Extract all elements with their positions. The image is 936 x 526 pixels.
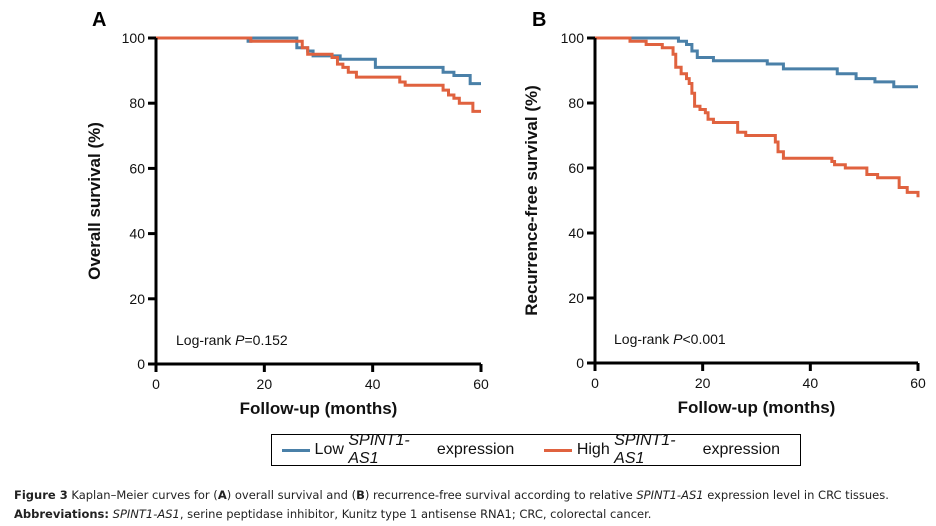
x-axis-label: Follow-up (months)	[678, 398, 836, 417]
y-axis-label: Overall survival (%)	[85, 122, 104, 280]
y-tick-label: 80	[129, 95, 145, 111]
x-tick-label: 40	[803, 375, 819, 391]
y-tick-label: 100	[561, 30, 585, 46]
caption-abbr-gene: SPINT1-AS1	[112, 507, 180, 521]
figure: A 0 20 40 60 80 100 0 20 40 60 Follow-up (months) Ov…	[85, 9, 926, 418]
y-tick-label: 60	[568, 160, 584, 176]
legend-swatch-high	[544, 448, 572, 452]
x-tick-label: 20	[257, 376, 273, 392]
legend: Low SPINT1-AS1 expression High SPINT1-AS…	[271, 432, 801, 468]
survival-curve-high	[595, 36, 920, 198]
caption-text: Kaplan–Meier curves for (	[67, 488, 218, 502]
panel-b: B 0 20 40 60 80 100 0 20 40 60 Follow-up (months) Re…	[522, 9, 926, 417]
x-tick-label: 20	[695, 375, 711, 391]
caption-panel-a: A	[217, 488, 227, 502]
panel-label: A	[92, 9, 106, 31]
logrank-annotation: Log-rank P<0.001	[614, 331, 726, 347]
x-tick-label: 0	[152, 376, 160, 392]
y-tick-label: 100	[122, 30, 146, 46]
panel-a: A 0 20 40 60 80 100 0 20 40 60 Follow-up (months) Ov…	[85, 9, 489, 418]
x-tick-label: 60	[473, 376, 489, 392]
legend-label-low-gene: SPINT1-AS1	[348, 432, 410, 467]
logrank-value: =0.152	[245, 332, 288, 348]
survival-curve-high	[156, 36, 481, 113]
panel-label: B	[532, 9, 546, 31]
legend-item-high: High SPINT1-AS1 expression	[544, 432, 780, 468]
x-axis-label: Follow-up (months)	[240, 399, 398, 418]
x-tick-label: 0	[591, 375, 599, 391]
caption-text: ) overall survival and (	[226, 488, 357, 502]
x-tick-label: 60	[910, 375, 926, 391]
logrank-annotation: Log-rank P=0.152	[176, 332, 288, 348]
logrank-value: <0.001	[683, 331, 726, 347]
logrank-p: P	[673, 331, 683, 347]
caption-text: expression level in CRC tissues.	[703, 488, 889, 502]
legend-label-high-gene: SPINT1-AS1	[614, 432, 676, 467]
y-tick-label: 80	[568, 95, 584, 111]
y-axis-label: Recurrence-free survival (%)	[522, 85, 541, 316]
caption-gene: SPINT1-AS1	[636, 488, 704, 502]
y-tick-label: 0	[576, 355, 584, 371]
legend-label-low-prefix: Low	[314, 441, 349, 458]
legend-item-low: Low SPINT1-AS1 expression	[282, 432, 514, 468]
logrank-prefix: Log-rank	[614, 331, 673, 347]
y-tick-label: 20	[129, 291, 145, 307]
logrank-prefix: Log-rank	[176, 332, 235, 348]
x-tick-label: 40	[365, 376, 381, 392]
caption-text: ) recurrence-free survival according to …	[364, 488, 637, 502]
logrank-p: P	[235, 332, 245, 348]
y-tick-label: 40	[568, 225, 584, 241]
caption-figure-label: Figure 3	[14, 488, 68, 502]
legend-label-low-suffix: expression	[432, 441, 515, 458]
caption-line-2: Abbreviations: SPINT1-AS1, serine peptid…	[14, 505, 934, 524]
survival-curve-low	[595, 36, 918, 89]
y-tick-label: 60	[129, 160, 145, 176]
y-tick-label: 40	[129, 226, 145, 242]
survival-curve-low	[156, 36, 481, 86]
caption-line-1: Figure 3 Kaplan–Meier curves for (A) ove…	[14, 486, 934, 505]
caption-abbr-text: , serine peptidase inhibitor, Kunitz typ…	[179, 507, 652, 521]
y-tick-label: 20	[568, 290, 584, 306]
legend-swatch-low	[282, 448, 310, 452]
legend-label-high-prefix: High	[576, 441, 615, 458]
caption-abbreviations-label: Abbreviations:	[14, 507, 110, 521]
y-tick-label: 0	[137, 356, 145, 372]
caption-panel-b: B	[356, 488, 365, 502]
legend-label-high-suffix: expression	[698, 441, 780, 458]
figure-caption: Figure 3 Kaplan–Meier curves for (A) ove…	[14, 486, 934, 524]
